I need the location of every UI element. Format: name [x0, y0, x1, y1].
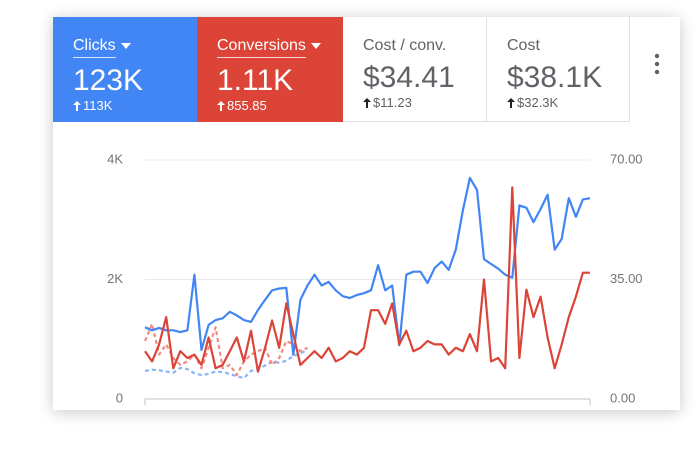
- y-tick-label: 4K: [107, 151, 123, 166]
- metric-change: $32.3K: [507, 95, 629, 110]
- series-line: [144, 176, 591, 356]
- more-menu[interactable]: [654, 53, 660, 75]
- metric-value: $34.41: [363, 61, 455, 94]
- performance-card: Clicks 123K 113K Conversions 1.11K 855.8…: [53, 17, 680, 410]
- metric-value: 1.11K: [217, 64, 294, 97]
- change-text: $11.23: [373, 95, 412, 110]
- metric-value: 123K: [73, 64, 144, 97]
- y2-tick-label: 35.00: [610, 271, 643, 286]
- y-tick-label: 0: [116, 390, 123, 405]
- chart: 0 2K 4K 0.00 35.00 70.00: [107, 151, 643, 405]
- metric-change: $11.23: [363, 95, 486, 110]
- metric-value: $38.1K: [507, 61, 603, 94]
- y2-tick-label: 0.00: [610, 390, 635, 405]
- series-line: [143, 322, 308, 377]
- series-line: [144, 348, 309, 380]
- metric-label[interactable]: Cost / conv.: [363, 37, 447, 54]
- dropdown-icon[interactable]: [120, 42, 132, 50]
- y2-tick-label: 70.00: [610, 151, 643, 166]
- metric-label[interactable]: Clicks: [73, 37, 116, 58]
- metric-tile[interactable]: Clicks 123K 113K: [53, 17, 197, 122]
- series-line: [144, 186, 590, 373]
- metric-tile[interactable]: Cost / conv. $34.41 $11.23: [343, 17, 487, 122]
- y-tick-label: 2K: [107, 271, 123, 286]
- metric-label[interactable]: Conversions: [217, 37, 306, 58]
- metric-label[interactable]: Cost: [507, 37, 540, 54]
- metric-change: 855.85: [217, 98, 343, 113]
- dropdown-icon[interactable]: [310, 42, 322, 50]
- metric-change: 113K: [73, 98, 197, 113]
- change-text: 855.85: [227, 98, 267, 113]
- change-text: $32.3K: [517, 95, 559, 110]
- metric-tile[interactable]: Conversions 1.11K 855.85: [197, 17, 343, 122]
- change-text: 113K: [83, 98, 113, 113]
- metric-tile[interactable]: Cost $38.1K $32.3K: [487, 17, 630, 122]
